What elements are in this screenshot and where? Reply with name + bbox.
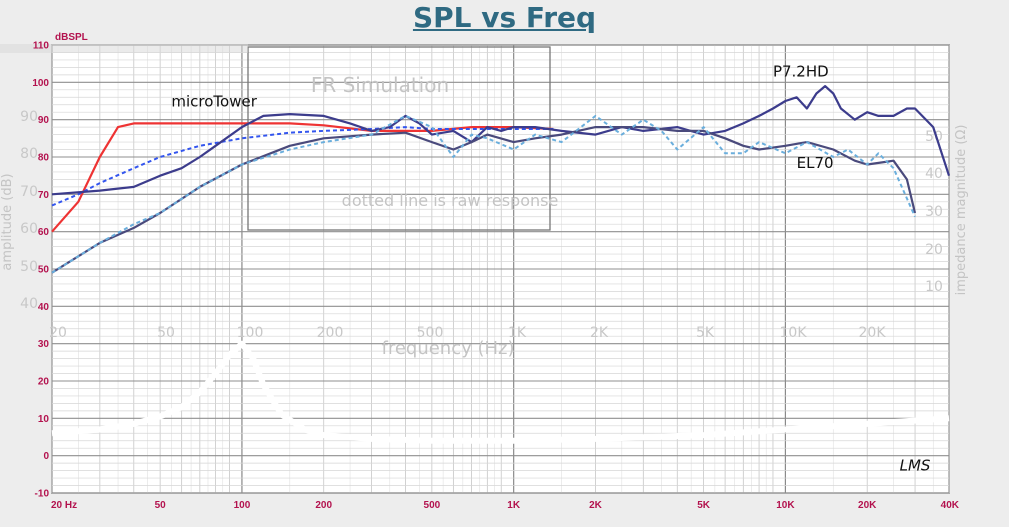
inner-y-tick-label: 50 [20, 259, 38, 275]
x-tick-label: 20K [858, 500, 877, 511]
y-tick-label: 0 [43, 451, 49, 462]
inner-y2-tick-label: 10 [925, 279, 943, 295]
x-tick-label: 100 [234, 500, 251, 511]
inner-x-tick-label: 20 [49, 325, 67, 341]
inner-plot-frame [247, 46, 551, 231]
inner-x-tick-label: 50 [157, 325, 175, 341]
inner-y2-tick-label: 30 [925, 204, 943, 220]
x-tick-label: 50 [155, 500, 167, 511]
inner-y-axis-label: amplitude (dB) [0, 173, 15, 270]
y-tick-label: 30 [38, 339, 50, 350]
series-line-2 [51, 126, 554, 207]
inner-plot-title: FR Simulation [311, 73, 449, 97]
x-tick-label: 5K [697, 500, 711, 511]
inner-y-tick-label: 90 [20, 109, 38, 125]
x-tick-label: 2K [589, 500, 603, 511]
y-tick-label: 20 [38, 377, 50, 388]
series-lines [51, 84, 951, 274]
inner-y-tick-label: 60 [20, 221, 38, 237]
inner-y2-tick-label: 20 [925, 242, 943, 258]
inner-x-tick-label: 5K [696, 325, 715, 341]
y-unit-label: dBSPL [55, 32, 88, 43]
series-line-1 [51, 122, 554, 233]
inner-plot-band [0, 44, 248, 53]
x-tick-label: 10K [776, 500, 795, 511]
inner-y-tick-label: 70 [20, 184, 38, 200]
inner-x-axis-label: frequency (Hz) [381, 338, 514, 359]
series-label: EL70 [797, 154, 834, 172]
x-tick-label: 500 [424, 500, 441, 511]
inner-x-tick-label: 2K [590, 325, 609, 341]
impedance-line [51, 340, 950, 444]
inner-y2-tick-label: 40 [925, 166, 943, 182]
y-tick-label: -10 [35, 489, 50, 500]
y-tick-label: 90 [38, 115, 50, 126]
chart-grid [51, 44, 950, 494]
chart-title: SPL vs Freq [412, 1, 597, 34]
y-tick-label: 10 [38, 414, 50, 425]
inner-y-tick-label: 40 [20, 296, 38, 312]
x-tick-label: 40K [941, 500, 960, 511]
series-line-5 [51, 114, 916, 274]
inner-y-tick-label: 80 [20, 146, 38, 162]
inner-x-tick-label: 200 [317, 325, 344, 341]
x-tick-label: 200 [315, 500, 332, 511]
series-label: P7.2HD [773, 63, 829, 81]
y-tick-label: 80 [38, 153, 50, 164]
inner-x-tick-label: 100 [237, 325, 264, 341]
inner-x-tick-label: 20K [859, 325, 887, 341]
annotation-labels: microTower P7.2HD EL70 LMS [171, 63, 931, 475]
x-tick-label: 20 Hz [51, 500, 77, 511]
y-tick-label: 40 [38, 302, 50, 313]
y-tick-label: 110 [33, 41, 50, 52]
inner-x-tick-label: 500 [417, 325, 444, 341]
y-tick-label: 70 [38, 190, 50, 201]
inner-simulation-plot: FR Simulation dotted line is raw response… [0, 44, 969, 359]
x-tick-label: 1K [507, 500, 521, 511]
inner-x-tick-label: 1K [508, 325, 527, 341]
lms-logo: LMS [900, 457, 931, 475]
y-tick-label: 60 [38, 227, 50, 238]
inner-y2-axis-label: impedance magnitude (Ω) [954, 125, 969, 296]
series-line-3 [51, 84, 951, 196]
series-label: microTower [171, 93, 257, 111]
y-tick-label: 100 [32, 78, 49, 89]
y-tick-label: 50 [38, 265, 50, 276]
inner-x-tick-label: 10K [780, 325, 808, 341]
impedance-curve [51, 340, 950, 444]
inner-plot-note: dotted line is raw response [342, 191, 559, 210]
